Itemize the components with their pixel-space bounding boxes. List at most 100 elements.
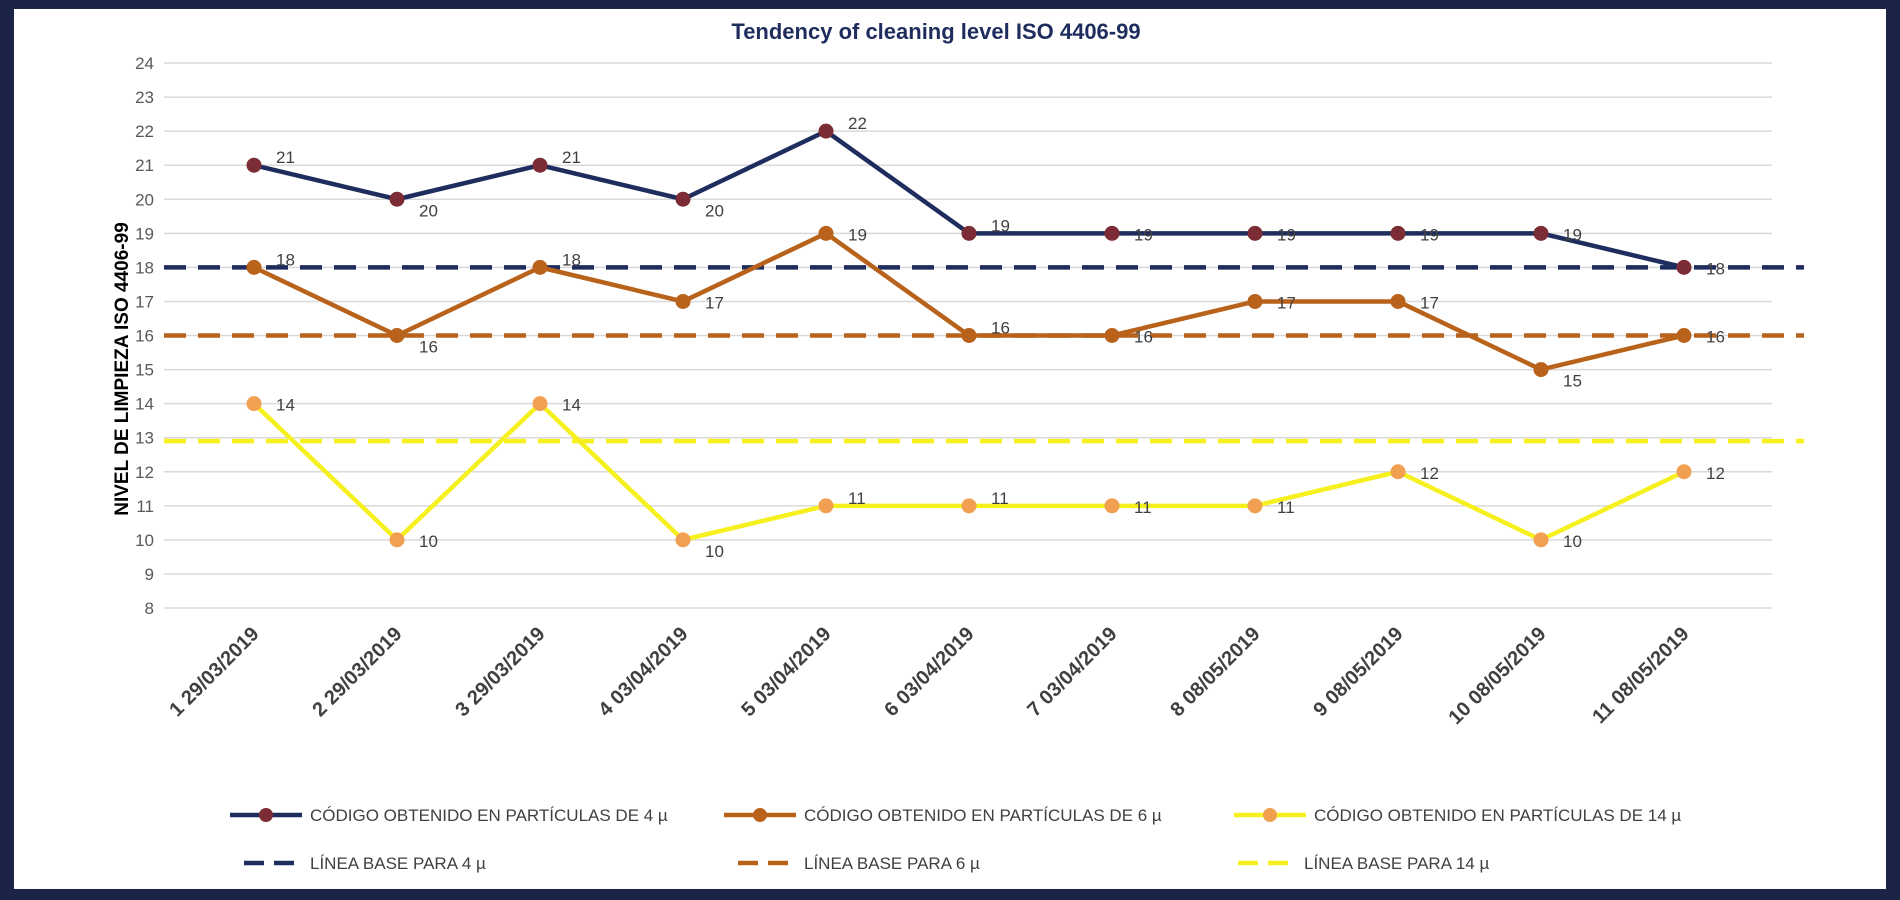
data-point (1104, 225, 1120, 241)
data-label: 20 (419, 201, 438, 220)
y-tick-label: 13 (135, 429, 154, 448)
data-label: 16 (1706, 328, 1725, 347)
data-point (1104, 498, 1120, 514)
data-point (1533, 225, 1549, 241)
x-tick-label: 5 03/04/2019 (737, 623, 835, 721)
data-label: 18 (1706, 259, 1725, 278)
x-tick-label: 3 29/03/2019 (451, 623, 549, 721)
data-point (1676, 328, 1692, 343)
chart-title: Tendency of cleaning level ISO 4406-99 (731, 19, 1140, 44)
data-point (818, 225, 834, 241)
x-tick-label: 4 03/04/2019 (594, 623, 692, 721)
y-tick-label: 22 (135, 122, 154, 141)
data-label: 19 (848, 225, 867, 244)
legend-label: CÓDIGO OBTENIDO EN PARTÍCULAS DE 4 µ (310, 806, 668, 825)
data-point (818, 123, 834, 139)
data-label: 21 (562, 148, 581, 167)
data-point (1104, 328, 1120, 343)
x-tick-label: 11 08/05/2019 (1588, 623, 1693, 728)
y-tick-label: 19 (135, 224, 154, 243)
data-label: 10 (1563, 532, 1582, 551)
grid-lines (164, 62, 1772, 609)
data-point (1533, 532, 1549, 548)
legend-label: LÍNEA BASE PARA 6 µ (804, 854, 980, 873)
data-point (675, 191, 691, 207)
data-point (1247, 225, 1263, 241)
data-label: 19 (1563, 225, 1582, 244)
x-tick-label: 8 08/05/2019 (1166, 623, 1264, 721)
x-tick-label: 9 08/05/2019 (1309, 623, 1407, 721)
y-tick-label: 20 (135, 190, 154, 209)
data-point (532, 396, 548, 412)
x-tick-label: 7 03/04/2019 (1023, 623, 1121, 721)
data-label: 11 (991, 489, 1009, 508)
data-point (246, 157, 262, 173)
data-point (1533, 362, 1549, 378)
data-label: 19 (1420, 225, 1439, 244)
y-tick-label: 17 (135, 292, 154, 311)
y-axis-label: NIVEL DE LIMPIEZA ISO 4406-99 (112, 222, 133, 516)
data-point (1390, 464, 1406, 480)
x-tick-label: 2 29/03/2019 (308, 623, 406, 721)
y-tick-label: 21 (135, 156, 154, 175)
data-point (1247, 293, 1263, 309)
data-point (532, 259, 548, 275)
data-point (1676, 259, 1692, 275)
data-point (1247, 498, 1263, 514)
data-label: 17 (1420, 293, 1439, 312)
data-point (675, 293, 691, 309)
baselines (164, 265, 1804, 444)
data-label: 18 (276, 250, 295, 269)
data-point (389, 191, 405, 207)
x-axis: 1 29/03/2019 2 29/03/2019 3 29/03/2019 4 03… (165, 623, 1693, 729)
chart-frame: Tendency of cleaning level ISO 4406-99 8… (14, 9, 1886, 889)
data-point (675, 532, 691, 548)
data-label: 16 (419, 338, 438, 357)
legend-label: LÍNEA BASE PARA 14 µ (1304, 854, 1489, 873)
data-label: 18 (562, 250, 581, 269)
legend-label: LÍNEA BASE PARA 4 µ (310, 854, 486, 873)
x-tick-label: 6 03/04/2019 (880, 623, 978, 721)
data-label: 10 (705, 542, 724, 561)
data-point (389, 328, 405, 343)
x-tick-label: 10 08/05/2019 (1445, 623, 1551, 729)
data-point (961, 225, 977, 241)
legend-label: CÓDIGO OBTENIDO EN PARTÍCULAS DE 14 µ (1314, 806, 1681, 825)
legend-marker (753, 808, 767, 822)
data-label: 20 (705, 201, 724, 220)
y-tick-label: 24 (135, 54, 154, 73)
y-axis: 8 9 10 11 12 13 14 15 16 17 18 19 20 21 22 23 24 (135, 54, 154, 618)
data-label: 12 (1706, 464, 1725, 483)
data-label: 15 (1563, 372, 1582, 391)
data-label: 17 (705, 293, 724, 312)
y-tick-label: 12 (135, 463, 154, 482)
data-point (818, 498, 834, 514)
data-label: 11 (1277, 498, 1295, 517)
data-point (532, 157, 548, 173)
data-label: 17 (1277, 293, 1296, 312)
data-label: 14 (562, 396, 581, 415)
y-tick-label: 9 (145, 565, 154, 584)
data-label: 12 (1420, 464, 1439, 483)
y-tick-label: 14 (135, 395, 154, 414)
legend-label: CÓDIGO OBTENIDO EN PARTÍCULAS DE 6 µ (804, 806, 1162, 825)
data-label: 14 (276, 396, 295, 415)
y-tick-label: 18 (135, 258, 154, 277)
data-point (1390, 225, 1406, 241)
legend-marker (1263, 808, 1277, 822)
y-tick-label: 10 (135, 531, 154, 550)
y-tick-label: 8 (145, 599, 154, 618)
data-label: 21 (276, 148, 295, 167)
series-lines: 21 20 21 20 22 19 19 19 19 19 18 18 16 18 17 19 16 16 17 17… (246, 114, 1725, 561)
y-tick-label: 15 (135, 361, 154, 380)
data-point (961, 328, 977, 343)
legend: CÓDIGO OBTENIDO EN PARTÍCULAS DE 4 µ CÓDI… (230, 806, 1681, 873)
data-point (389, 532, 405, 548)
data-label: 10 (419, 532, 438, 551)
data-point (246, 396, 262, 412)
data-label: 19 (1134, 225, 1153, 244)
legend-marker (259, 808, 273, 822)
y-tick-label: 16 (135, 327, 154, 346)
data-point (961, 498, 977, 514)
x-tick-label: 1 29/03/2019 (165, 623, 263, 721)
